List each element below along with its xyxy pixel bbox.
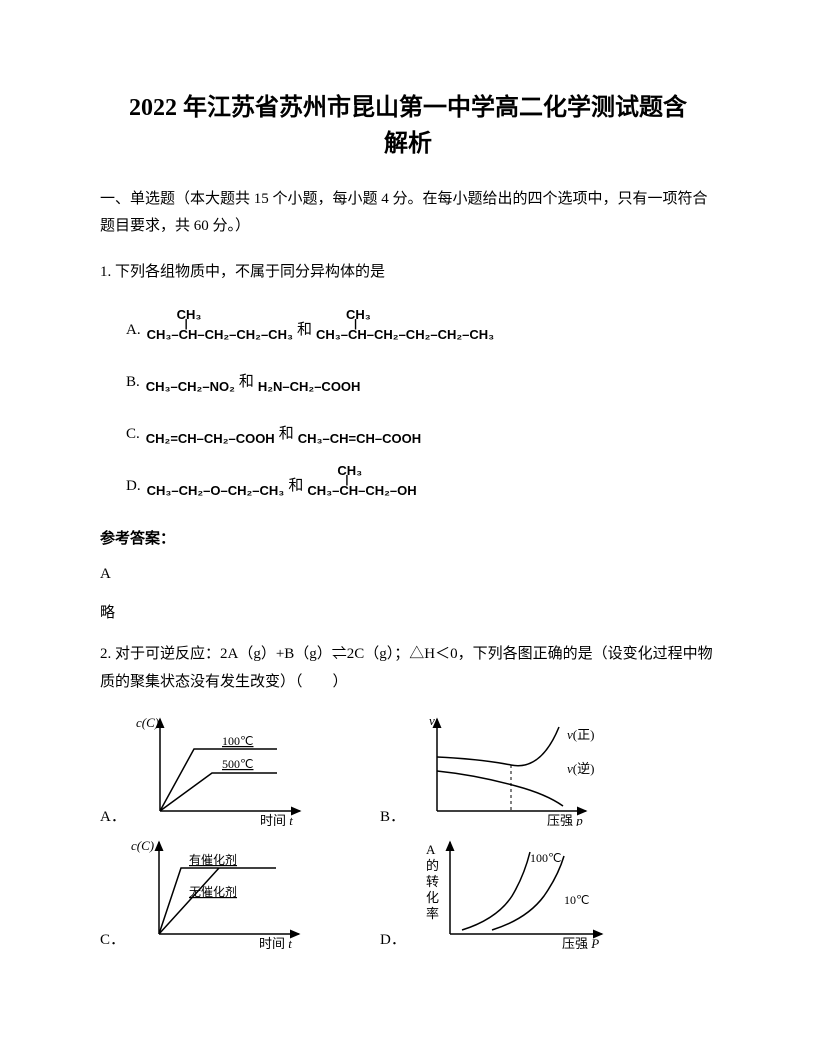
svg-text:v(正): v(正) — [567, 727, 594, 742]
svg-text:10℃: 10℃ — [564, 893, 589, 907]
and-word: 和 — [297, 318, 312, 341]
option-label: A. — [126, 322, 141, 341]
svg-text:c(C): c(C) — [131, 838, 154, 853]
svg-text:压强 p: 压强 p — [547, 813, 583, 826]
svg-text:v: v — [429, 713, 435, 728]
molecule-right: H₂N–CH₂–COOH — [258, 380, 361, 393]
svg-text:500℃: 500℃ — [222, 757, 253, 771]
q1-text: 1. 下列各组物质中，不属于同分异构体的是 — [100, 258, 716, 287]
chart-a-cell: A． c(C) 时间 t 100℃ 500℃ — [100, 711, 350, 826]
q1-option-c: C. CH₂=CH–CH₂–COOH 和 CH₃–CH=CH–COOH — [100, 405, 716, 445]
svg-text:100℃: 100℃ — [222, 734, 253, 748]
chart-c-label: C． — [100, 928, 125, 949]
chart-d-label: D． — [380, 928, 406, 949]
molecule-right: CH₃ | CH₃–CH–CH₂–OH — [307, 464, 416, 497]
section-intro: 一、单选题（本大题共 15 个小题，每小题 4 分。在每小题给出的四个选项中，只… — [100, 186, 716, 240]
molecule-right: CH₃–CH=CH–COOH — [298, 432, 421, 445]
svg-text:c(C): c(C) — [136, 715, 159, 730]
molecule-left: CH₂=CH–CH₂–COOH — [146, 432, 275, 445]
chart-grid: A． c(C) 时间 t 100℃ 500℃ B． — [100, 711, 716, 949]
option-label: D. — [126, 478, 141, 497]
and-word: 和 — [239, 370, 254, 393]
chart-a-label: A． — [100, 805, 126, 826]
molecule-left: CH₃–CH₂–O–CH₂–CH₃ — [147, 484, 285, 497]
svg-text:无催化剂: 无催化剂 — [189, 884, 237, 899]
q1-option-b: B. CH₃–CH₂–NO₂ 和 H₂N–CH₂–COOH — [100, 353, 716, 393]
svg-text:压强 P: 压强 P — [562, 936, 599, 949]
chart-c-cell: C． c(C) 时间 t 有催化剂 无催化剂 — [100, 834, 350, 949]
q1-answer: A — [100, 566, 716, 583]
answer-label: 参考答案： — [100, 527, 716, 548]
chart-b-cell: B． v 压强 p v(正) v(逆) — [380, 711, 670, 826]
molecule-left: CH₃ | CH₃–CH–CH₂–CH₂–CH₃ — [147, 308, 293, 341]
q2-text: 2. 对于可逆反应：2A（g）+B（g）⇌2C（g）；△H＜0，下列各图正确的是… — [100, 640, 716, 697]
chart-b-label: B． — [380, 805, 405, 826]
svg-text:100℃: 100℃ — [530, 851, 561, 865]
svg-text:v(逆): v(逆) — [567, 761, 594, 776]
svg-text:时间 t: 时间 t — [259, 936, 292, 949]
q1-option-d: D. CH₃–CH₂–O–CH₂–CH₃ 和 CH₃ | CH₃–CH–CH₂–… — [100, 457, 716, 497]
page-title: 2022 年江苏省苏州市昆山第一中学高二化学测试题含 解析 — [100, 90, 716, 162]
svg-text:的: 的 — [426, 858, 439, 873]
svg-text:转: 转 — [426, 874, 439, 889]
and-word: 和 — [279, 422, 294, 445]
svg-text:时间 t: 时间 t — [260, 813, 293, 826]
q1-brief: 略 — [100, 601, 716, 622]
chart-a: c(C) 时间 t 100℃ 500℃ — [132, 711, 312, 826]
chart-c: c(C) 时间 t 有催化剂 无催化剂 — [131, 834, 311, 949]
svg-text:有催化剂: 有催化剂 — [189, 852, 237, 867]
title-line1: 2022 年江苏省苏州市昆山第一中学高二化学测试题含 — [129, 95, 687, 121]
chart-d: A 的 转 化 率 压强 P 100℃ 10℃ — [412, 834, 622, 949]
svg-text:A: A — [426, 842, 436, 857]
chart-d-cell: D． A 的 转 化 率 压强 P 100℃ 10℃ — [380, 834, 670, 949]
molecule-left: CH₃–CH₂–NO₂ — [146, 380, 235, 393]
svg-text:率: 率 — [426, 906, 439, 921]
option-label: C. — [126, 426, 140, 445]
title-line2: 解析 — [384, 131, 432, 157]
and-word: 和 — [288, 474, 303, 497]
svg-text:化: 化 — [426, 890, 439, 905]
q1-option-a: A. CH₃ | CH₃–CH–CH₂–CH₂–CH₃ 和 CH₃ | CH₃–… — [100, 301, 716, 341]
molecule-right: CH₃ | CH₃–CH–CH₂–CH₂–CH₂–CH₃ — [316, 308, 494, 341]
chart-b: v 压强 p v(正) v(逆) — [411, 711, 611, 826]
option-label: B. — [126, 374, 140, 393]
